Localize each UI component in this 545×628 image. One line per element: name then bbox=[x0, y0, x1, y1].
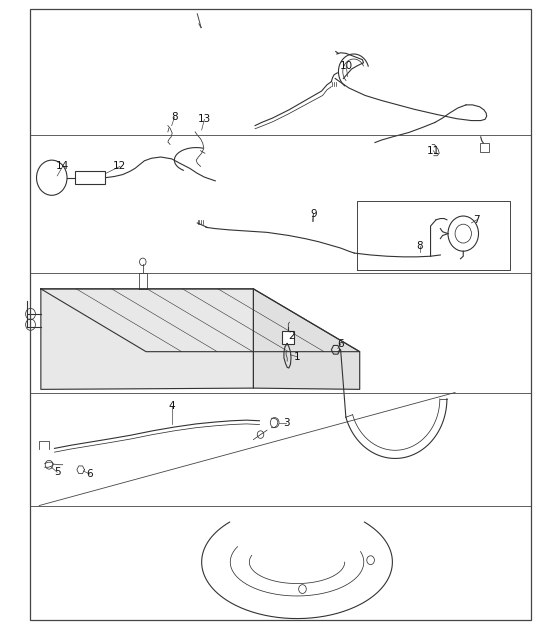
Text: 5: 5 bbox=[54, 467, 60, 477]
Bar bbox=[480, 143, 489, 152]
Text: 14: 14 bbox=[56, 161, 69, 171]
Text: 7: 7 bbox=[474, 215, 480, 225]
Text: 6: 6 bbox=[337, 339, 344, 349]
Text: 8: 8 bbox=[416, 241, 423, 251]
Text: 1: 1 bbox=[294, 352, 300, 362]
Text: 3: 3 bbox=[283, 418, 289, 428]
Text: 12: 12 bbox=[113, 161, 126, 171]
Polygon shape bbox=[253, 289, 360, 389]
Text: 11: 11 bbox=[427, 146, 440, 156]
Text: 9: 9 bbox=[310, 208, 317, 219]
Text: 6: 6 bbox=[87, 469, 93, 479]
Text: 8: 8 bbox=[171, 112, 178, 122]
Text: 13: 13 bbox=[198, 114, 211, 124]
Text: 2: 2 bbox=[288, 331, 295, 341]
Polygon shape bbox=[41, 289, 360, 352]
Text: 4: 4 bbox=[168, 401, 175, 411]
Bar bbox=[75, 171, 105, 184]
Text: 10: 10 bbox=[340, 61, 353, 71]
Bar bbox=[282, 331, 294, 344]
Polygon shape bbox=[41, 289, 253, 389]
